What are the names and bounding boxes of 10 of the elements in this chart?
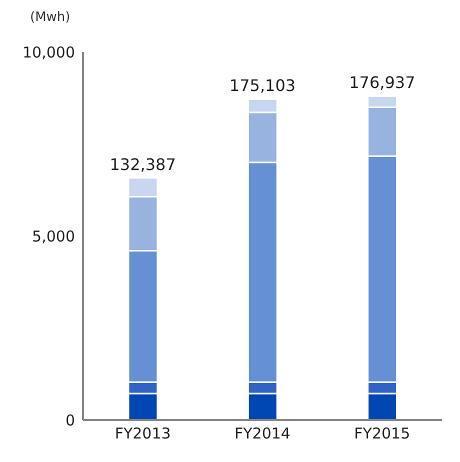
y-tick-label: 10,000 <box>22 43 75 62</box>
y-tick-label: 5,000 <box>32 227 75 246</box>
y-axis-title: (Mwh) <box>30 10 70 25</box>
annotation: 176,937 <box>349 73 416 92</box>
x-tick-label: FY2015 <box>354 424 410 443</box>
y-tick-label: 0 <box>65 411 75 430</box>
x-tick-label: FY2014 <box>234 424 290 443</box>
annotation: 175,103 <box>229 76 296 96</box>
annotation: 132,387 <box>110 154 176 174</box>
x-tick-label: FY2013 <box>114 424 171 443</box>
